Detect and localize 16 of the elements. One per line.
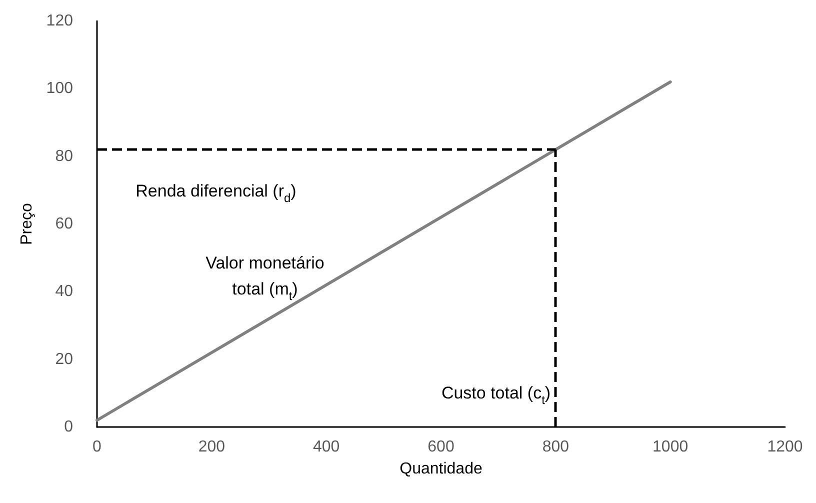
- y-tick-label: 80: [55, 148, 74, 165]
- x-tick-label: 0: [92, 438, 102, 456]
- y-tick-label: 100: [46, 80, 74, 98]
- y-tick-label: 40: [55, 283, 74, 300]
- x-tick-label: 600: [428, 438, 454, 456]
- y-tick-label: 20: [55, 350, 74, 368]
- x-axis-title: Quantidade: [400, 460, 482, 478]
- y-tick-label: 120: [46, 12, 74, 30]
- x-tick-label: 200: [198, 438, 226, 456]
- x-tick-label: 1000: [652, 438, 688, 456]
- x-tick-label: 1200: [767, 438, 803, 456]
- y-axis-title: Preço: [18, 203, 36, 245]
- x-tick-label: 800: [542, 438, 570, 456]
- y-tick-label: 0: [64, 418, 74, 436]
- x-tick-label: 400: [312, 438, 340, 456]
- y-tick-label: 60: [55, 216, 74, 232]
